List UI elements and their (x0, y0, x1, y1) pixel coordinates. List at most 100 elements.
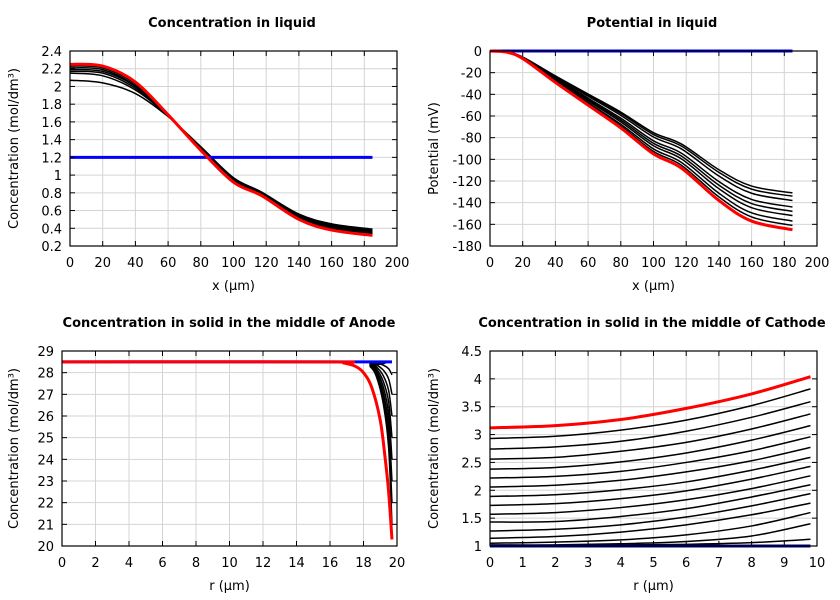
series-line-8 (489, 465, 811, 507)
y-tick-label: 4.5 (461, 345, 482, 360)
series-line-6 (69, 65, 373, 235)
y-tick-label: 2.2 (41, 63, 62, 78)
x-tick-label: 140 (706, 256, 731, 271)
x-tick-label: 12 (255, 556, 272, 571)
x-tick-label: 140 (286, 256, 311, 271)
subplot-1: 0 20 40 60 80 100 120 140 160 180 200 0.2 0.4 0.6 0.8 1… (7, 16, 409, 294)
x-tick-label: 4 (125, 556, 133, 571)
subplot-3: 0 2 4 6 8 10 12 14 16 18 2020212223242526272829Con… (7, 316, 405, 594)
series-line-8 (69, 62, 373, 237)
series-line-4 (69, 68, 373, 233)
y-axis-label: Concentration (mol/dm³) (7, 68, 22, 229)
series-line-8 (489, 50, 793, 227)
series-line-11 (489, 492, 811, 532)
series-line-3 (489, 413, 811, 460)
chart-title: Potential in liquid (587, 16, 718, 31)
y-tick-label: 22 (37, 497, 54, 512)
x-tick-label: 80 (613, 256, 630, 271)
x-tick-label: 40 (547, 256, 564, 271)
series-line-3 (69, 70, 373, 232)
x-tick-label: 14 (288, 556, 305, 571)
x-tick-label: 18 (355, 556, 372, 571)
y-tick-label: 1 (54, 169, 62, 184)
series-line-7 (489, 456, 811, 498)
series-line-1 (69, 79, 373, 230)
series-line-10 (489, 483, 811, 523)
y-tick-label: 0.2 (41, 240, 62, 255)
series-line-1 (489, 388, 811, 440)
x-tick-label: 3 (584, 556, 592, 571)
y-tick-label: 4 (474, 373, 482, 388)
y-tick-label: 0 (474, 45, 482, 60)
y-tick-label: 0.6 (41, 205, 62, 220)
x-tick-label: 0 (58, 556, 66, 571)
y-tick-label: 2 (474, 484, 482, 499)
x-tick-label: 8 (192, 556, 200, 571)
x-tick-label: 8 (747, 556, 755, 571)
series-line-4 (489, 424, 811, 470)
series-line-2 (489, 400, 811, 450)
x-tick-label: 180 (772, 256, 797, 271)
x-tick-label: 9 (780, 556, 788, 571)
y-tick-label: 23 (37, 475, 54, 490)
x-tick-label: 100 (641, 256, 666, 271)
y-tick-label: 21 (37, 518, 54, 533)
series-line-1 (61, 360, 393, 525)
y-tick-label: -80 (461, 132, 482, 147)
x-tick-label: 60 (160, 256, 177, 271)
series-line-10 (489, 49, 793, 232)
y-tick-label: 3 (474, 429, 482, 444)
x-tick-label: 60 (580, 256, 597, 271)
series-line-5 (489, 436, 811, 479)
chart-title: Concentration in liquid (148, 16, 316, 31)
y-tick-label: 3.5 (461, 401, 482, 416)
y-tick-label: 29 (37, 345, 54, 360)
x-tick-label: 6 (682, 556, 690, 571)
series-line-6 (61, 360, 393, 417)
y-tick-label: 20 (37, 540, 54, 555)
x-tick-label: 100 (221, 256, 246, 271)
y-tick-label: 26 (37, 410, 54, 425)
series-line-3 (61, 360, 393, 482)
y-tick-label: 2.4 (41, 45, 62, 60)
y-tick-label: -40 (461, 88, 482, 103)
series-line-13 (489, 511, 811, 544)
y-tick-label: -180 (452, 240, 482, 255)
x-axis-label: r (µm) (209, 579, 250, 594)
series-line-12 (489, 502, 811, 539)
series-line-4 (61, 360, 393, 460)
subplot-2: 0 20 40 60 80 100 120 140 160 180 200 -180 -160 -140 -… (427, 16, 829, 294)
subplot-4: 0 1 2 3 4 5 6 7 8 9 1011.522.533.544.5Concentratio… (427, 316, 826, 594)
y-tick-label: -140 (452, 197, 482, 212)
series-line-9 (489, 475, 811, 515)
x-tick-label: 0 (486, 256, 494, 271)
y-axis-label: Concentration (mol/dm³) (7, 368, 22, 529)
y-axis-label: Concentration (mol/dm³) (427, 368, 442, 529)
chart-title: Concentration in solid in the middle of … (478, 316, 826, 331)
y-tick-label: 27 (37, 388, 54, 403)
x-tick-label: 120 (254, 256, 279, 271)
x-tick-label: 200 (385, 256, 410, 271)
x-tick-label: 2 (91, 556, 99, 571)
x-tick-label: 20 (389, 556, 406, 571)
x-tick-label: 160 (319, 256, 344, 271)
series-line-2 (69, 72, 373, 231)
x-tick-label: 180 (352, 256, 377, 271)
series-line-7 (489, 50, 793, 222)
series-line-10 (61, 360, 394, 540)
y-tick-label: -120 (452, 175, 482, 190)
y-tick-label: 1.6 (41, 116, 62, 131)
x-tick-label: 0 (66, 256, 74, 271)
x-tick-label: 160 (739, 256, 764, 271)
y-tick-label: 1 (474, 540, 482, 555)
y-tick-label: 1.4 (41, 134, 62, 149)
y-tick-label: 1.5 (461, 512, 482, 527)
chart-title: Concentration in solid in the middle of … (63, 316, 396, 331)
y-tick-label: 2.5 (461, 456, 482, 471)
series-line-7 (61, 361, 393, 395)
x-axis-label: r (µm) (633, 579, 674, 594)
x-axis-label: x (µm) (212, 279, 255, 294)
x-tick-label: 20 (514, 256, 531, 271)
x-tick-label: 120 (674, 256, 699, 271)
